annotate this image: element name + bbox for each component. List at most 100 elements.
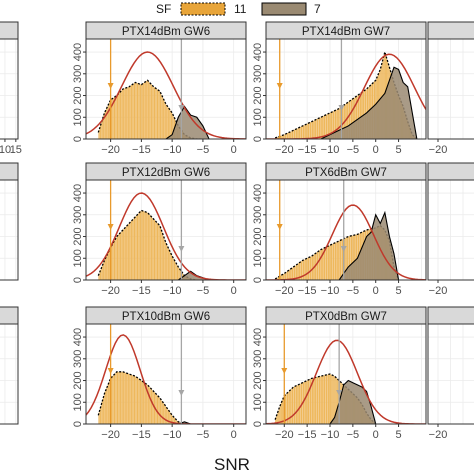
sf11-bar — [127, 87, 129, 139]
panel-border — [0, 323, 19, 425]
sf11-bar — [104, 258, 106, 280]
sf11-density-area — [98, 371, 191, 424]
y-tick-label: 400 — [252, 328, 264, 346]
sf11-bar — [330, 244, 332, 280]
sf11-bar — [117, 371, 119, 424]
sf11-bar — [109, 249, 111, 280]
sf11-bar — [133, 375, 135, 424]
y-tick-label: 0 — [252, 277, 264, 283]
sf11-bar — [282, 399, 283, 424]
sf11-bar — [331, 374, 333, 424]
sf11-bar — [300, 126, 303, 139]
sf11-bar — [291, 267, 294, 280]
panel-border — [427, 179, 474, 281]
sf11-bar — [316, 376, 319, 424]
fitted-curve — [86, 51, 246, 139]
sf11-bar — [282, 274, 284, 280]
x-tick-label: −15 — [132, 429, 151, 441]
sf11-bar — [138, 212, 140, 280]
sf11-bar — [149, 387, 151, 424]
sf11-bar — [307, 257, 310, 280]
sf11-bar — [180, 270, 182, 280]
x-tick-label: 5 — [396, 285, 402, 297]
panel-background — [428, 39, 474, 139]
x-tick-label: −10 — [321, 429, 340, 441]
sf11-bar — [107, 252, 109, 280]
sf11-bar — [103, 262, 105, 280]
sf11-bar — [161, 96, 163, 139]
gridlines — [428, 39, 474, 139]
sf11-bar — [178, 268, 180, 280]
sf11-bar — [339, 240, 342, 280]
y-tick-label: 100 — [72, 393, 84, 411]
sf11-bar — [355, 234, 358, 280]
facet-panel: GW5 — [0, 162, 19, 281]
sf11-bar — [120, 91, 122, 139]
sf11-bar — [126, 225, 128, 280]
x-tick-label: −20 — [429, 144, 448, 156]
sf11-bar — [302, 259, 305, 280]
sf11-bar — [147, 385, 149, 424]
sf11-bar — [117, 94, 119, 139]
gridlines — [266, 324, 426, 424]
sf11-bar — [341, 239, 344, 280]
sf11-bar — [337, 378, 338, 424]
x-tick-label: 5 — [396, 144, 402, 156]
sf11-bar — [346, 237, 348, 280]
sf11-bar — [318, 117, 321, 139]
sf11-bar — [334, 242, 337, 280]
sf11-bar — [316, 252, 319, 280]
x-tick-label: −15 — [132, 285, 151, 297]
sf11-bar — [137, 377, 139, 424]
sf11-bar — [127, 224, 129, 280]
sf11-bar — [160, 92, 162, 139]
sf11-bar — [147, 213, 149, 280]
sf11-bar — [103, 115, 105, 139]
sf11-bar — [305, 381, 307, 424]
sf11-bar — [325, 114, 328, 139]
x-tick-label: −20 — [101, 285, 120, 297]
sf11-bar — [286, 133, 289, 139]
sf11-bar — [332, 111, 335, 139]
sf11-bar — [293, 266, 296, 280]
sf11-bar — [298, 384, 300, 424]
sf11-bar — [357, 94, 360, 139]
sf11-bar — [140, 211, 142, 280]
sf11-bar — [291, 130, 294, 139]
sf11-bar — [130, 374, 132, 424]
y-tick-label: 100 — [252, 393, 264, 411]
panel-border — [85, 323, 247, 425]
sf11-bar — [281, 402, 282, 424]
sf11-bar — [152, 390, 154, 424]
sf11-bar — [302, 125, 305, 139]
sf11-bar — [100, 125, 102, 139]
sf11-bar — [289, 390, 291, 424]
y-tick-label: 100 — [72, 108, 84, 126]
panel-data — [266, 180, 426, 280]
sf11-bar — [298, 262, 300, 280]
facet-panels: GW551015PTX14dBm GW6−20−15−10−5001002003… — [0, 21, 474, 441]
y-tick-label: 100 — [252, 108, 264, 126]
sf11-bar — [112, 98, 114, 139]
x-tick-label: −10 — [163, 144, 182, 156]
sf11-bar — [350, 235, 353, 280]
facet-strip — [0, 306, 19, 325]
sf11-bar — [284, 394, 287, 424]
sf11-bar — [167, 409, 169, 424]
x-tick-label: −20 — [429, 429, 448, 441]
sf11-bar — [98, 130, 100, 139]
sf7-density-area — [338, 210, 400, 280]
panel-background — [0, 39, 18, 139]
sf11-bar — [325, 246, 328, 280]
sf11-threshold-arrow — [281, 368, 288, 374]
sf11-bar — [312, 378, 314, 424]
y-tick-label: 200 — [252, 371, 264, 389]
sf11-bar — [120, 232, 122, 280]
x-tick-label: −5 — [197, 285, 210, 297]
sf11-bar — [307, 379, 310, 424]
sf11-bar — [127, 373, 129, 424]
sf11-bar — [101, 401, 103, 424]
sf11-bar — [280, 135, 282, 139]
sf11-bar — [278, 408, 280, 424]
sf11-bar — [118, 371, 120, 424]
